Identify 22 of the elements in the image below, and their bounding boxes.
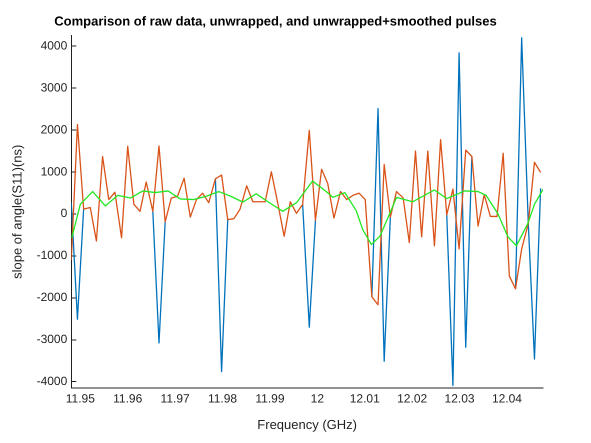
y-tick-label: -4000 bbox=[36, 374, 68, 388]
x-tick-label: 11.99 bbox=[255, 392, 285, 406]
y-tick-label: 3000 bbox=[40, 80, 68, 94]
x-tick-label: 11.95 bbox=[66, 392, 96, 406]
x-axis-title: Frequency (GHz) bbox=[257, 416, 357, 432]
x-tick-label: 11.97 bbox=[160, 392, 190, 406]
x-tick-label: 12.02 bbox=[397, 392, 428, 406]
y-tick-label: 4000 bbox=[40, 38, 68, 52]
y-tick-label: 1000 bbox=[40, 164, 68, 178]
x-tick-label: 12.04 bbox=[492, 392, 522, 406]
y-tick-label: -2000 bbox=[36, 290, 68, 304]
y-axis-title: slope of angle(S11)(ns) bbox=[9, 144, 24, 279]
x-tick-label: 12.01 bbox=[350, 392, 380, 406]
y-tick-label: 0 bbox=[60, 206, 68, 220]
y-tick-label: 2000 bbox=[40, 122, 68, 136]
x-tick-label: 12 bbox=[310, 392, 324, 406]
chart-title: Comparison of raw data, unwrapped, and unwrapped+smoothed pulses bbox=[54, 13, 497, 28]
x-tick-label: 11.96 bbox=[113, 392, 143, 406]
y-tick-label: -3000 bbox=[36, 332, 68, 346]
x-tick-label: 12.03 bbox=[444, 392, 475, 406]
y-tick-label: -1000 bbox=[36, 248, 68, 262]
x-tick-label: 11.98 bbox=[208, 392, 238, 406]
